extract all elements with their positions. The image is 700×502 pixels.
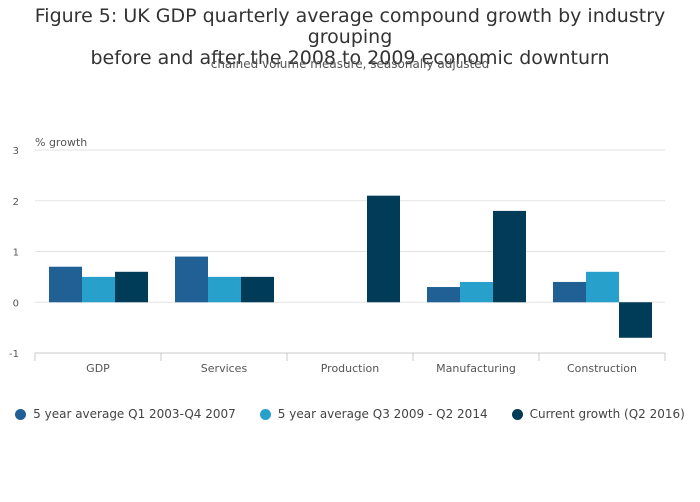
y-tick-label: -1	[9, 349, 19, 360]
bar-chart: 3 2 1 0 -1 % growth GDP Services Production Manuf…	[9, 136, 666, 375]
bar	[586, 271, 619, 303]
legend-label: Current growth (Q2 2016)	[529, 407, 685, 421]
legend-label: 5 year average Q3 2009 - Q2 2014	[277, 407, 488, 421]
x-tick-label: Services	[201, 362, 248, 375]
legend-item: 5 year average Q1 2003-Q4 2007	[15, 407, 236, 421]
bar	[175, 256, 208, 303]
bar	[115, 271, 148, 303]
bar	[241, 276, 274, 303]
y-tick-label: 1	[13, 248, 19, 259]
y-tick-label: 2	[13, 197, 19, 208]
legend-swatch	[15, 408, 27, 420]
y-tick-label: 3	[13, 146, 19, 157]
x-tick-label: Construction	[567, 362, 637, 375]
x-tick-label: Production	[321, 362, 380, 375]
bar	[427, 287, 460, 303]
x-tick-label: GDP	[86, 362, 110, 375]
bar	[619, 302, 652, 338]
bar	[208, 276, 241, 303]
bar	[493, 210, 526, 303]
chart-title-line-2: before and after the 2008 to 2009 econom…	[90, 47, 610, 69]
chart-legend: 5 year average Q1 2003-Q4 2007 5 year ave…	[0, 407, 700, 421]
chart-title: Figure 5: UK GDP quarterly average compo…	[0, 6, 700, 69]
chart-title-line-1: Figure 5: UK GDP quarterly average compo…	[34, 5, 666, 48]
bar	[367, 195, 400, 303]
legend-item: 5 year average Q3 2009 - Q2 2014	[259, 407, 488, 421]
y-tick-label: 0	[13, 298, 19, 309]
bar	[553, 281, 586, 303]
legend-swatch	[511, 408, 523, 420]
legend-label: 5 year average Q1 2003-Q4 2007	[33, 407, 236, 421]
chart-subtitle: chained volume measure, seasonally adjus…	[210, 57, 490, 71]
bar	[49, 266, 82, 303]
legend-swatch	[259, 408, 271, 420]
bar	[460, 281, 493, 303]
bar	[82, 276, 115, 303]
legend-item: Current growth (Q2 2016)	[511, 407, 685, 421]
y-axis-label: % growth	[35, 136, 87, 149]
x-tick-label: Manufacturing	[436, 362, 516, 375]
